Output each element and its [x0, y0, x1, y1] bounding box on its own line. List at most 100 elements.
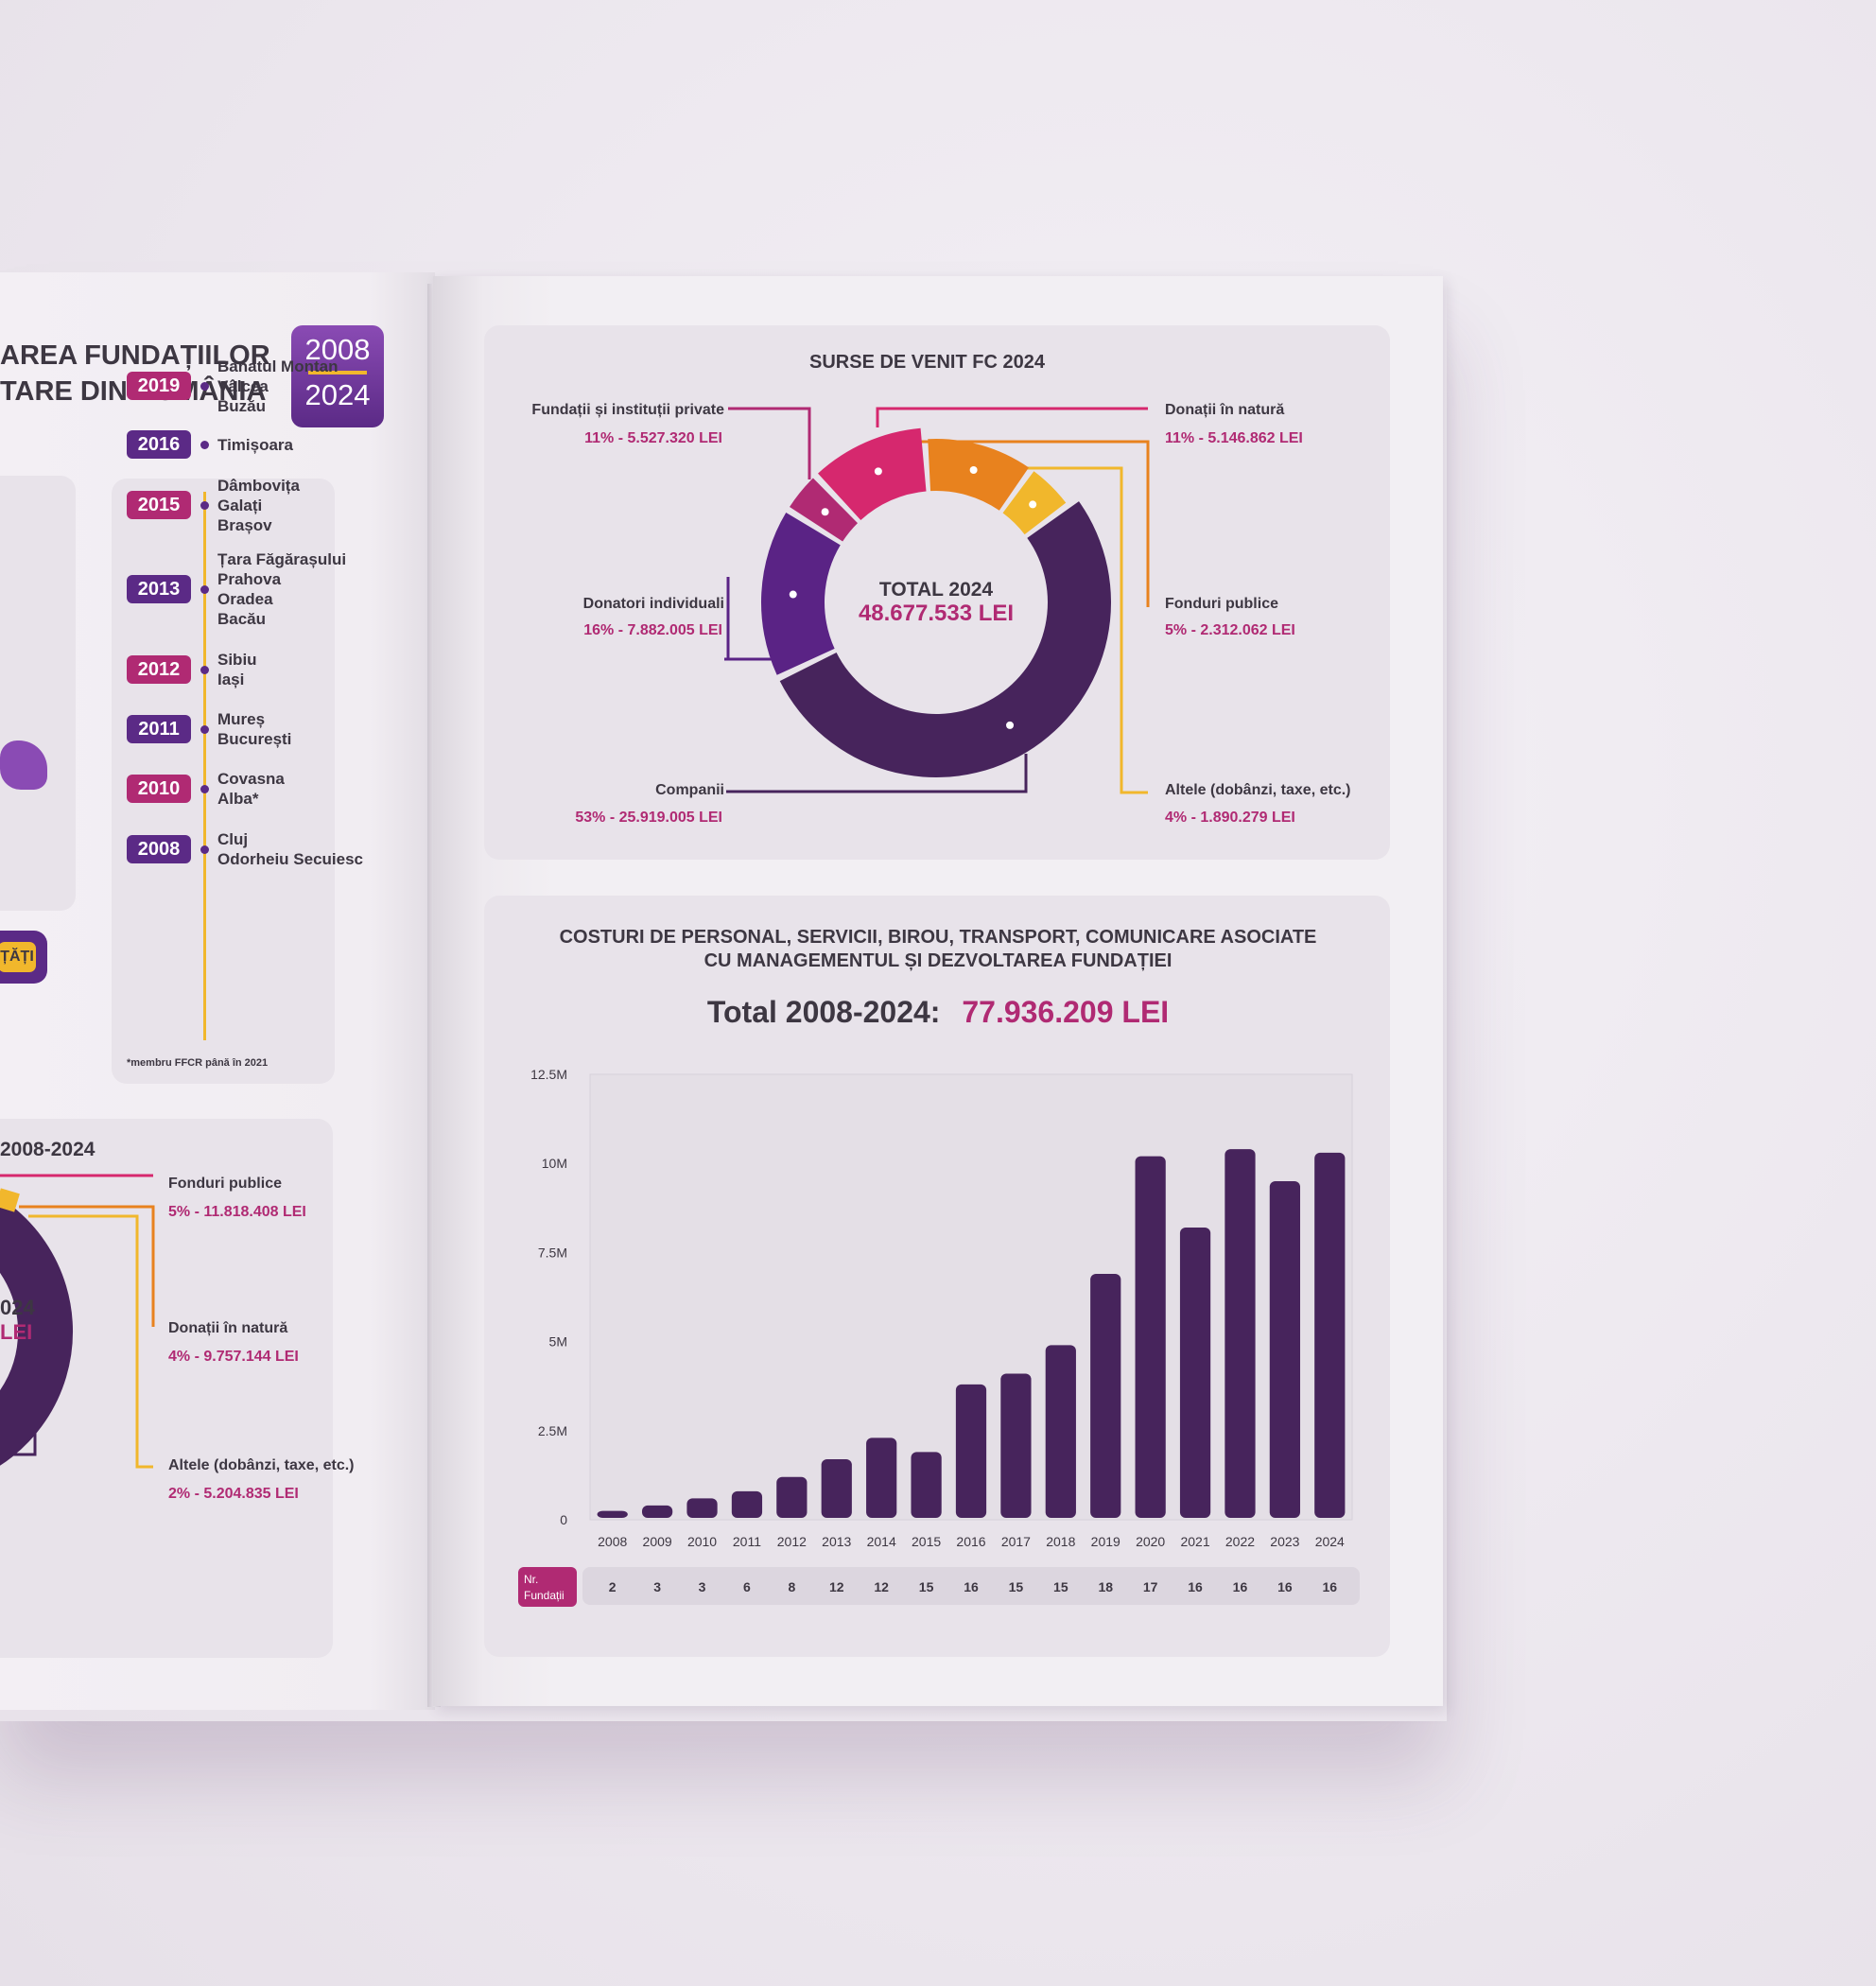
x-axis: 2008 2009 2010 2011 2012 2013 2014 2015 2016 2017…	[598, 1534, 1345, 1549]
bar-2019	[1090, 1274, 1121, 1518]
city-name: Galați	[217, 496, 263, 514]
label-fonduri-value: 5% - 2.312.062 LEI	[1165, 622, 1295, 638]
count-row-background	[582, 1567, 1360, 1605]
city-name: Sibiu	[217, 651, 257, 669]
badge-divider	[308, 371, 367, 375]
bar-2020	[1135, 1156, 1166, 1518]
year-badge-2008: 2008	[127, 835, 191, 863]
left-label-fonduri-value: 5% - 11.818.408 LEI	[168, 1204, 306, 1220]
leader-companii	[726, 754, 1028, 793]
donut-slice-companii	[779, 501, 1111, 777]
donut-slice-marker	[789, 590, 797, 599]
year-badge-2016: 2016	[127, 430, 191, 459]
timeline-dot	[200, 785, 209, 793]
map-panel	[0, 476, 76, 911]
timeline-cities-2010: Covasna Alba*	[217, 769, 285, 809]
donut-slice-marker	[821, 508, 829, 516]
city-name: Prahova	[217, 570, 282, 588]
timeline-cities-2015: Dâmbovița Galați Brașov	[217, 476, 300, 535]
city-name: Mureș	[217, 710, 266, 728]
counties-button[interactable]: ȚĂȚI	[0, 931, 47, 984]
count-2021: 16	[1188, 1579, 1203, 1594]
label-altele-value: 4% - 1.890.279 LEI	[1165, 810, 1295, 826]
left-donut-fragment	[0, 1188, 74, 1466]
count-2018: 15	[1053, 1579, 1068, 1594]
bar-2017	[1000, 1373, 1032, 1518]
bar-2015	[911, 1452, 942, 1518]
left-label-donatii-value: 4% - 9.757.144 LEI	[168, 1349, 299, 1365]
timeline-cities-2011: Mureș București	[217, 709, 291, 749]
bar-2023	[1269, 1181, 1301, 1518]
bar-2022	[1225, 1149, 1256, 1518]
count-2016: 16	[964, 1579, 979, 1594]
count-2011: 6	[743, 1579, 751, 1594]
count-2020: 17	[1143, 1579, 1158, 1594]
x-tick-label: 2022	[1225, 1534, 1255, 1549]
timeline-cities-2019: Banatul Montan Vâlcea Buzău	[217, 357, 339, 416]
city-name: Banatul Montan	[217, 357, 339, 375]
left-leader-donatii	[19, 1205, 155, 1327]
x-tick-label: 2019	[1091, 1534, 1120, 1549]
count-row-label-line1: Nr.	[524, 1573, 538, 1586]
donut-slice-marker	[969, 465, 978, 474]
count-2010: 3	[699, 1579, 706, 1594]
left-donut-yellow	[0, 1188, 20, 1212]
right-page: SURSE DE VENIT FC 2024 TOTAL 2024 48.677…	[433, 276, 1443, 1706]
costs-bar-chart: 0 2.5M 5M 7.5M 10M 12.5M 2008 2009 2010 2011 2012…	[518, 1067, 1360, 1607]
label-altele-name: Altele (dobânzi, taxe, etc.)	[1165, 782, 1351, 798]
x-tick-label: 2024	[1315, 1534, 1345, 1549]
city-name: Covasna	[217, 770, 285, 788]
leader-fonduri	[906, 440, 1150, 607]
label-fonduri-name: Fonduri publice	[1165, 596, 1278, 612]
x-tick-label: 2018	[1046, 1534, 1075, 1549]
bar-2011	[731, 1490, 763, 1518]
timeline-footnote: *membru FFCR până în 2021	[127, 1057, 269, 1069]
x-tick-label: 2017	[1001, 1534, 1031, 1549]
count-2022: 16	[1233, 1579, 1248, 1594]
left-label-altele-value: 2% - 5.204.835 LEI	[168, 1486, 299, 1502]
x-tick-label: 2012	[777, 1534, 807, 1549]
y-axis: 0 2.5M 5M 7.5M 10M 12.5M	[530, 1067, 567, 1527]
year-range-badge: 2008 2024	[291, 325, 384, 427]
city-name: București	[217, 730, 292, 748]
x-tick-label: 2008	[598, 1534, 627, 1549]
donut-slice-marker	[874, 467, 882, 476]
count-2014: 12	[874, 1579, 889, 1594]
x-tick-label: 2011	[733, 1534, 761, 1549]
x-tick-label: 2010	[687, 1534, 717, 1549]
left-leader-lines	[0, 1174, 155, 1469]
bar-2009	[641, 1505, 673, 1518]
badge-year-end: 2024	[304, 378, 371, 411]
donut-slice-marker	[1006, 721, 1015, 729]
counties-button-label: ȚĂȚI	[0, 942, 36, 972]
costs-title-line1: COSTURI DE PERSONAL, SERVICII, BIROU, TR…	[559, 927, 1317, 948]
count-2013: 12	[829, 1579, 844, 1594]
year-badge-2015: 2015	[127, 491, 191, 519]
city-name: Buzău	[217, 396, 266, 415]
year-badge-2019: 2019	[127, 372, 191, 400]
timeline-dot	[200, 382, 209, 391]
x-tick-label: 2023	[1270, 1534, 1299, 1549]
donut-slice-marker	[1029, 500, 1037, 509]
bar-2010	[686, 1498, 718, 1518]
y-tick-label: 0	[560, 1512, 567, 1527]
costs-total-value: 77.936.209 LEI	[962, 995, 1170, 1029]
romania-map-fragment	[0, 740, 47, 790]
leader-donatori-v	[726, 577, 772, 661]
left-label-donatii-name: Donații în natură	[168, 1320, 288, 1336]
label-donatii-natura-name: Donații în natură	[1165, 402, 1285, 418]
left-page: AREA FUNDAȚIILOR TARE DIN ROMÂNIA 2008 2…	[0, 272, 435, 1710]
label-fundatii-value: 11% - 5.527.320 LEI	[584, 430, 722, 446]
timeline-dot	[200, 845, 209, 854]
count-2008: 2	[609, 1579, 617, 1594]
x-tick-label: 2015	[912, 1534, 941, 1549]
city-name: Dâmbovița	[217, 476, 300, 495]
city-name: Cluj	[217, 830, 249, 848]
label-donatori-value: 16% - 7.882.005 LEI	[583, 622, 722, 638]
y-tick-label: 12.5M	[530, 1067, 567, 1082]
count-row-label-line2: Fundații	[524, 1589, 565, 1602]
bar-2024	[1314, 1152, 1346, 1518]
x-tick-label: 2013	[822, 1534, 851, 1549]
costs-total-label: Total 2008-2024:	[706, 995, 941, 1029]
left-leader-altele	[28, 1214, 153, 1469]
